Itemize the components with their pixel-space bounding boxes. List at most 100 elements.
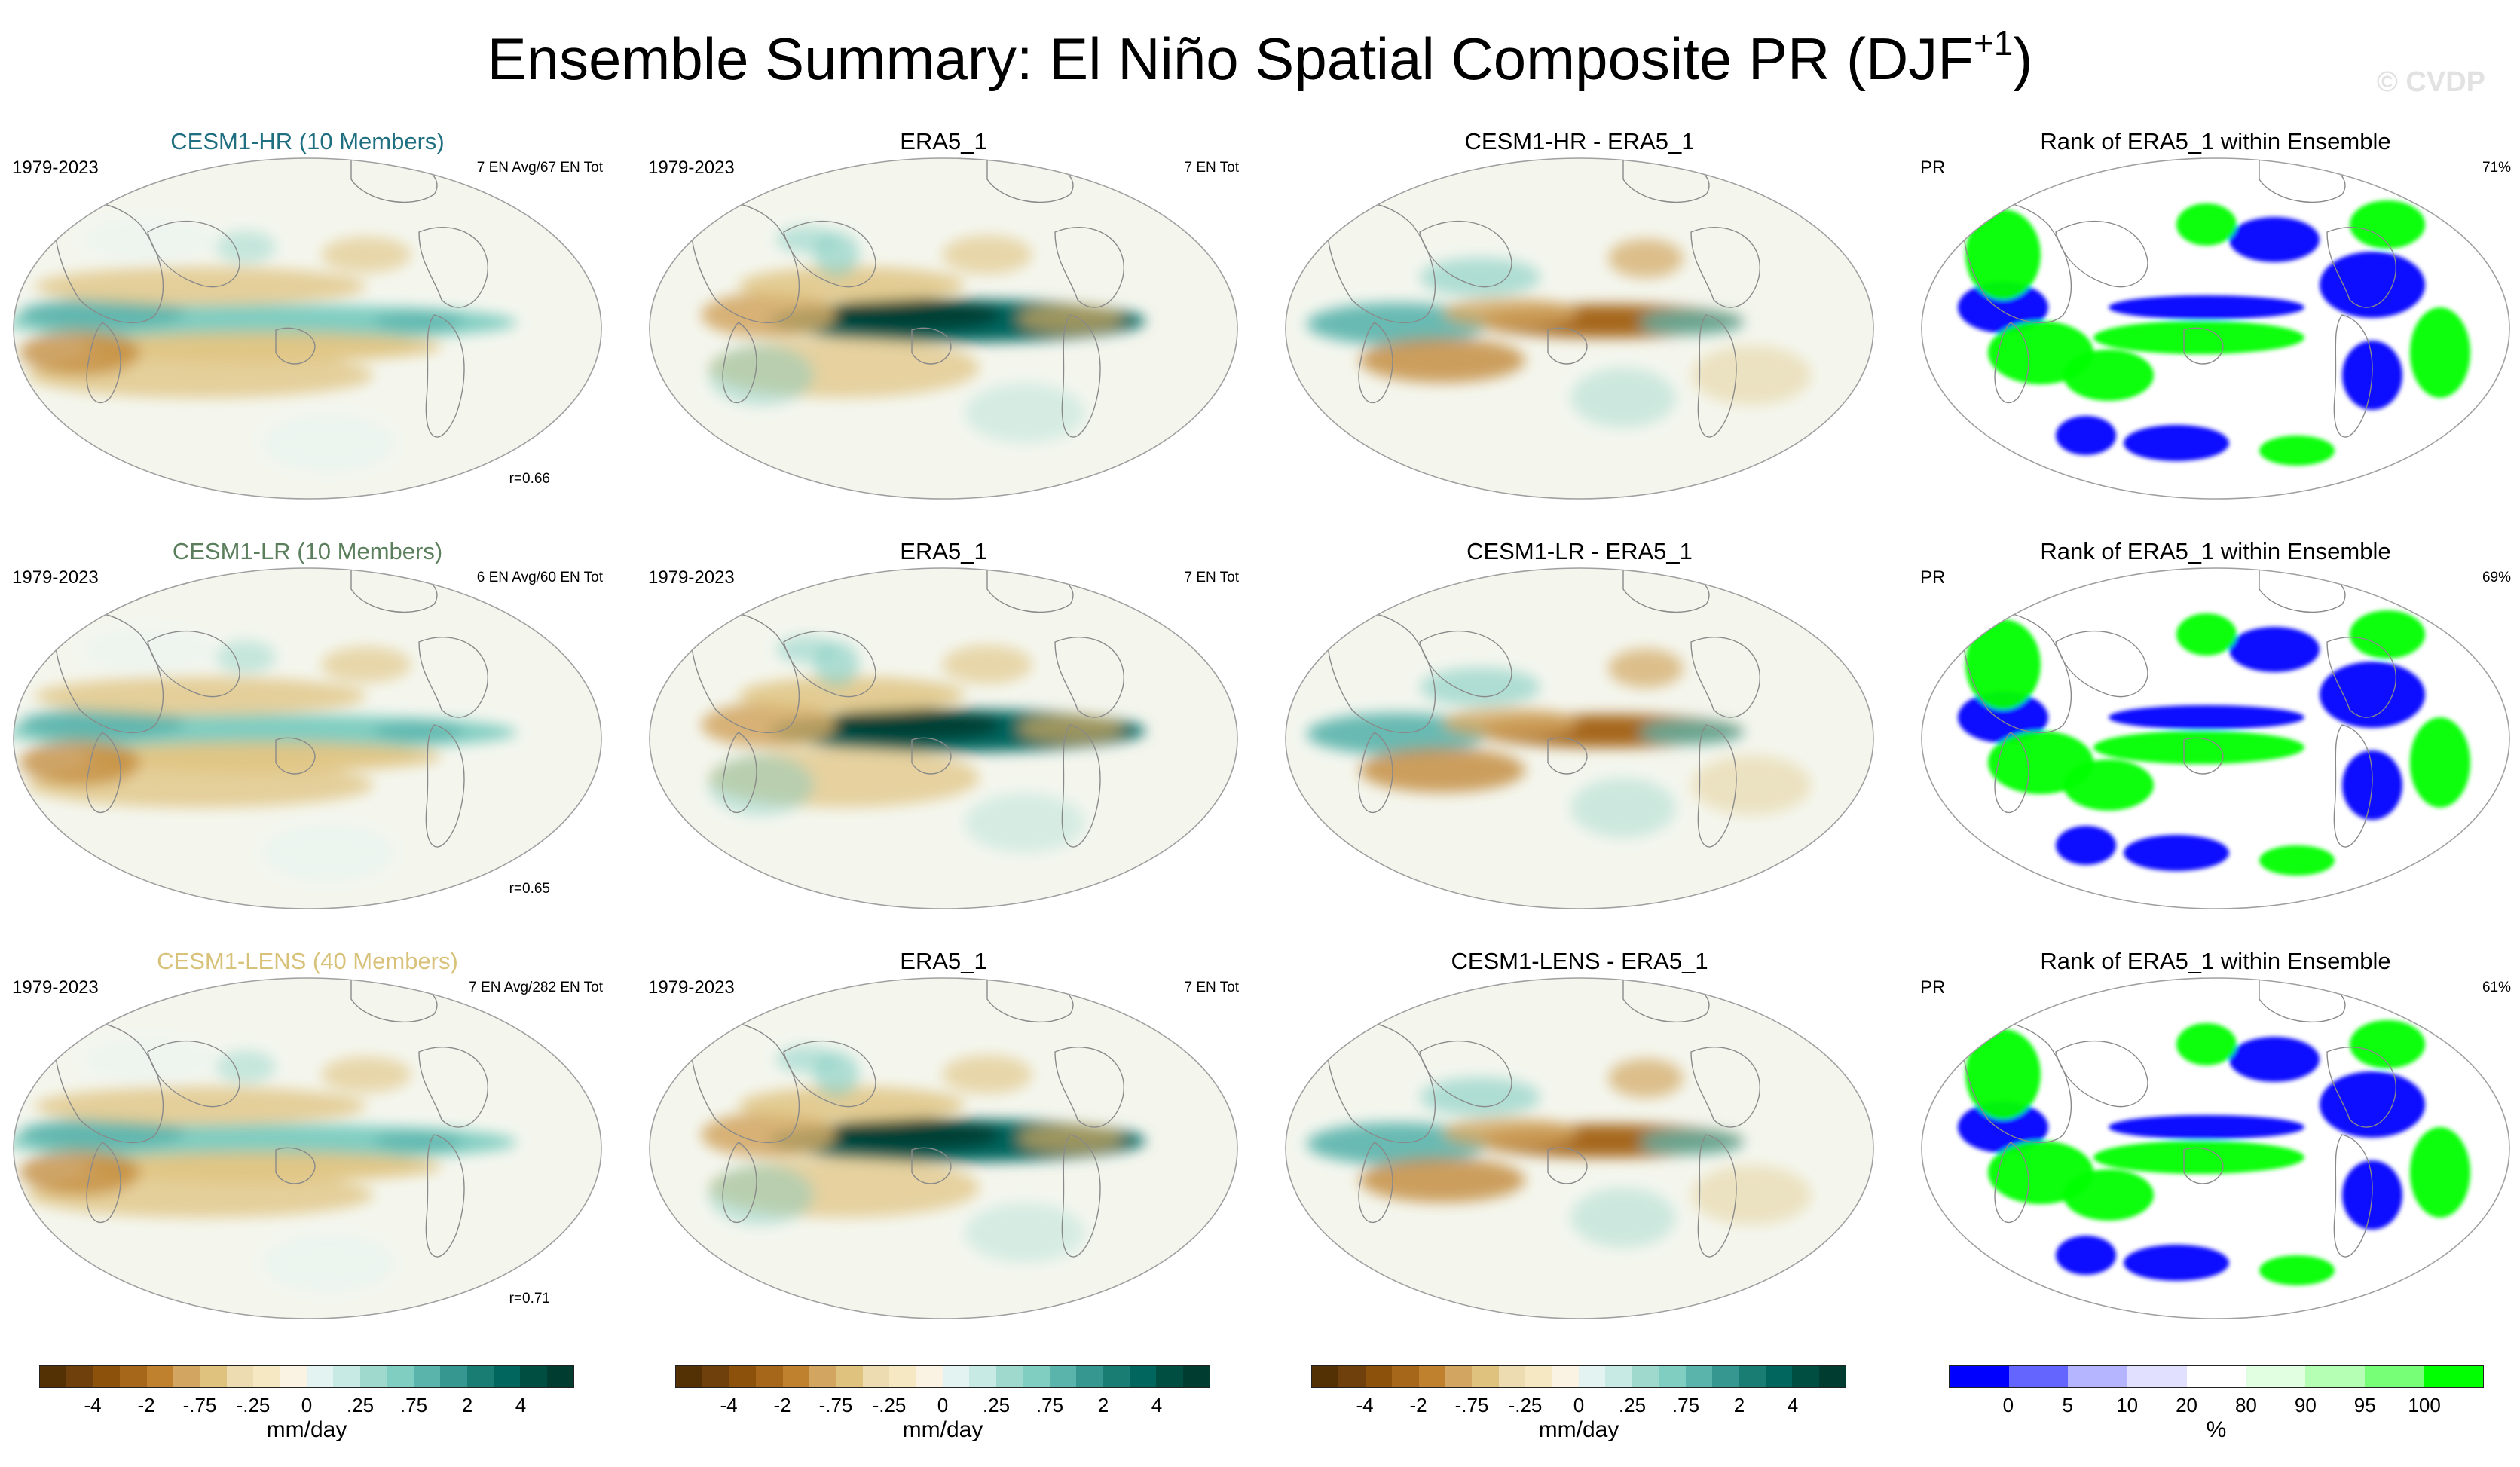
colorbar-swatches — [1311, 1365, 1846, 1388]
panel-title: Rank of ERA5_1 within Ensemble — [2040, 538, 2391, 564]
map-panel: ERA5_1 1979-2023 7 EN Tot — [648, 536, 1239, 913]
colorbar-tick-label: 4 — [515, 1394, 527, 1417]
panel-right-label: 6 EN Avg/60 EN Tot — [476, 570, 603, 585]
rank-region — [2259, 1255, 2335, 1285]
rank-region — [2056, 826, 2116, 865]
colorbar-swatch — [2008, 1366, 2069, 1387]
precip-anomaly-region — [35, 1086, 366, 1126]
precip-anomaly-region — [80, 217, 216, 262]
coastlines — [1326, 978, 1760, 1258]
colorbar-swatch — [1076, 1366, 1103, 1387]
colorbar-tick-label: .25 — [1618, 1394, 1647, 1417]
continent-outline — [1054, 637, 1124, 718]
colorbar-tick-label: 2 — [1097, 1394, 1109, 1417]
continent-outline — [1054, 227, 1124, 308]
continent-outline — [418, 1047, 488, 1128]
panel-title: CESM1-LENS (40 Members) — [157, 948, 458, 974]
continent-outline — [275, 737, 316, 775]
colorbar-tick-label: -2 — [773, 1394, 791, 1417]
rank-region — [2176, 1023, 2237, 1065]
continent-outline — [1326, 200, 1436, 324]
field-layer — [14, 1037, 517, 1293]
precip-anomaly-region — [35, 267, 366, 306]
map-border — [1285, 977, 1874, 1319]
colorbar-tick-label: 95 — [2353, 1394, 2376, 1417]
colorbar-swatch — [1605, 1366, 1632, 1387]
precip-anomaly-region — [321, 646, 411, 683]
precip-anomaly-region — [739, 677, 965, 713]
colorbar-tick-label: 20 — [2176, 1394, 2198, 1417]
continent-outline — [690, 200, 800, 324]
panel-left-label: 1979-2023 — [12, 157, 99, 178]
figure-title-text: Ensemble Summary: El Niño Spatial Compos… — [487, 26, 1974, 92]
continent-outline — [1690, 1047, 1760, 1128]
colorbar-tick-label: 90 — [2294, 1394, 2317, 1417]
precip-anomaly-region — [1420, 668, 1540, 707]
rank-region — [2410, 717, 2470, 808]
precip-map — [1285, 977, 1874, 1319]
panel-title: CESM1-LENS - ERA5_1 — [1451, 948, 1708, 974]
precip-map — [649, 977, 1238, 1319]
colorbar-swatches — [675, 1365, 1210, 1388]
colorbar-swatch — [889, 1366, 916, 1387]
precip-anomaly-region — [216, 1050, 276, 1083]
field-layer — [1307, 239, 1812, 428]
panel-right-label: 7 EN Avg/282 EN Tot — [469, 980, 603, 995]
precip-anomaly-region — [708, 345, 814, 405]
panel-title: ERA5_1 — [900, 948, 987, 974]
precip-anomaly-region — [80, 1037, 216, 1082]
precip-anomaly-region — [701, 702, 836, 747]
rank-region — [2259, 436, 2335, 466]
map-border — [1921, 567, 2510, 909]
panel-left-label: 1979-2023 — [12, 567, 99, 588]
continent-outline — [1994, 1142, 2029, 1224]
continent-outline — [2333, 1134, 2373, 1258]
precip-anomaly-region — [1638, 310, 1744, 335]
colorbar-tick-label: -.25 — [1508, 1394, 1543, 1417]
field-layer — [1307, 649, 1812, 838]
precip-anomaly-region — [776, 636, 836, 663]
rank-map — [1921, 567, 2510, 909]
continent-outline — [783, 630, 876, 698]
continent-outline — [1690, 227, 1760, 308]
colorbar-swatch — [2068, 1366, 2128, 1387]
figure-title: Ensemble Summary: El Niño Spatial Compos… — [0, 23, 2520, 95]
precip-anomaly-region — [776, 1046, 836, 1073]
map-panel: ERA5_1 1979-2023 7 EN Tot — [648, 946, 1239, 1323]
precip-anomaly-region — [1017, 1125, 1123, 1152]
pattern-correlation: r=0.66 — [509, 471, 550, 487]
precip-anomaly-region — [1017, 715, 1123, 742]
panel-title: ERA5_1 — [900, 128, 987, 154]
continent-outline — [418, 637, 488, 718]
colorbar-swatch — [253, 1366, 280, 1387]
continent-outline — [2055, 1040, 2148, 1108]
continent-outline — [1690, 637, 1760, 718]
rank-region — [2063, 1169, 2154, 1221]
map-border — [13, 977, 602, 1319]
colorbar-tick-label: 4 — [1151, 1394, 1163, 1417]
precip-anomaly-region — [942, 235, 1032, 274]
field-layer — [14, 217, 517, 473]
colorbar-swatch — [280, 1366, 307, 1387]
colorbar-tick-label: 2 — [461, 1394, 473, 1417]
continent-outline — [911, 737, 952, 775]
rank-region — [2063, 350, 2154, 401]
precip-anomaly-region — [1638, 1130, 1744, 1154]
rank-region — [2350, 200, 2425, 249]
continent-outline — [1994, 322, 2029, 404]
field-layer — [1958, 200, 2470, 466]
precip-anomaly-region — [1570, 1187, 1676, 1248]
precip-anomaly-region — [261, 823, 396, 883]
colorbar-swatch — [702, 1366, 729, 1387]
panel-title: CESM1-HR - ERA5_1 — [1464, 128, 1695, 154]
continent-outline — [350, 158, 438, 203]
rank-map — [1921, 157, 2510, 500]
field-layer — [1958, 1020, 2470, 1285]
colorbar-swatch — [2127, 1366, 2187, 1387]
colorbar-swatch — [862, 1366, 890, 1387]
colorbar-swatch — [1445, 1366, 1473, 1387]
colorbar-swatch — [93, 1366, 121, 1387]
continent-outline — [986, 158, 1074, 203]
panel-title: Rank of ERA5_1 within Ensemble — [2040, 948, 2391, 974]
precip-map — [1285, 157, 1874, 500]
